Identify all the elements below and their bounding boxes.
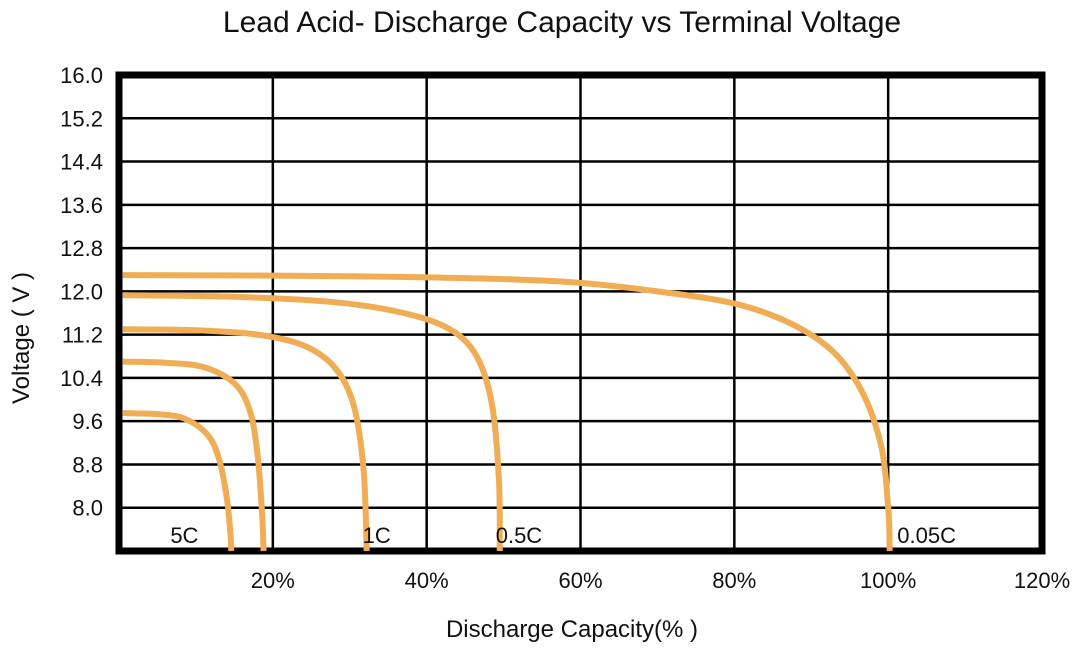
series-label: 0.5C bbox=[496, 523, 543, 548]
x-tick-label: 80% bbox=[712, 568, 756, 593]
x-tick-label: 120% bbox=[1014, 568, 1070, 593]
x-axis-label: Discharge Capacity(% ) bbox=[446, 616, 698, 643]
curve-labels: 5C 1C 0.5C 0.05C bbox=[170, 523, 956, 548]
grid bbox=[119, 73, 1042, 551]
chart-title: Lead Acid- Discharge Capacity vs Termina… bbox=[223, 6, 901, 39]
y-tick-label: 15.2 bbox=[60, 106, 103, 131]
x-tick-label: 20% bbox=[251, 568, 295, 593]
series-label: 1C bbox=[363, 523, 391, 548]
curves bbox=[122, 272, 893, 552]
series-label: 0.05C bbox=[897, 523, 956, 548]
x-tick-label: 100% bbox=[860, 568, 916, 593]
y-tick-label: 16.0 bbox=[60, 63, 103, 88]
y-tick-label: 8.8 bbox=[72, 452, 103, 477]
y-tick-label: 9.6 bbox=[72, 409, 103, 434]
y-axis-label: Voltage ( V ) bbox=[8, 272, 35, 404]
series-line-0_5C bbox=[122, 292, 503, 552]
series-line-1C bbox=[122, 326, 370, 552]
y-tick-label: 8.0 bbox=[72, 496, 103, 521]
y-tick-label: 10.4 bbox=[60, 366, 103, 391]
x-tick-labels: 20% 40% 60% 80% 100% 120% bbox=[251, 568, 1070, 593]
series-line-0_05C bbox=[122, 272, 893, 552]
plot-frame bbox=[115, 71, 1046, 555]
y-tick-label: 12.8 bbox=[60, 236, 103, 261]
x-tick-label: 40% bbox=[405, 568, 449, 593]
series-line-5C bbox=[122, 410, 235, 552]
y-tick-labels: 16.0 15.2 14.4 13.6 12.8 12.0 11.2 10.4 9.6 8.8 8.… bbox=[60, 63, 103, 521]
series-line-unlabeled-1 bbox=[122, 358, 267, 552]
y-tick-label: 12.0 bbox=[60, 279, 103, 304]
y-tick-label: 13.6 bbox=[60, 193, 103, 218]
y-tick-label: 11.2 bbox=[62, 323, 103, 348]
series-label: 5C bbox=[170, 523, 198, 548]
x-tick-label: 60% bbox=[558, 568, 602, 593]
y-tick-label: 14.4 bbox=[60, 150, 103, 175]
